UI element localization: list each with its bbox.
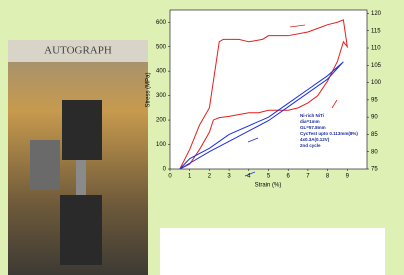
x-tick-label: 8 [326, 174, 330, 180]
x-tick-label: 9 [346, 174, 350, 180]
y2-tick-label: 115 [371, 28, 381, 34]
y2-tick-label: 90 [371, 115, 378, 121]
y2-tick-label: 95 [371, 97, 378, 103]
y2-tick-label: 110 [371, 46, 381, 52]
annotation: 2nd cycle [300, 143, 321, 148]
y2-tick-label: 105 [371, 63, 382, 69]
y-tick-label: 0 [163, 167, 167, 173]
x-tick-label: 4 [247, 174, 251, 180]
annotation: 4x0.3A(0.12V) [300, 137, 330, 142]
x-tick-label: 5 [267, 174, 271, 180]
annotation: GL=57.8mm [300, 125, 326, 130]
y-tick-label: 400 [156, 69, 167, 75]
y-tick-label: 600 [156, 20, 167, 26]
y-axis-label: Stress (MPa) [146, 72, 152, 107]
y2-tick-label: 85 [371, 132, 378, 138]
y-tick-label: 100 [156, 142, 167, 148]
chart: AUTOGRAPH Ni-rich NiTi dia=1mm GL=57.8mm… [0, 0, 404, 275]
y2-tick-label: 75 [371, 167, 378, 173]
y2-tick-label: 80 [371, 149, 378, 155]
photo: AUTOGRAPH [8, 40, 148, 275]
x-tick-label: 2 [208, 174, 212, 180]
y-tick-label: 200 [156, 118, 167, 124]
x-axis-label: Strain (%) [255, 183, 282, 189]
y-tick-label: 500 [156, 44, 167, 50]
y-tick-label: 300 [156, 93, 167, 99]
x-tick-label: 6 [287, 174, 291, 180]
annotation: CycTest upto 0.113mm(8%) [300, 131, 358, 136]
x-tick-label: 0 [168, 174, 172, 180]
annotation: dia=1mm [300, 119, 320, 124]
annotation: Ni-rich NiTi [300, 113, 324, 118]
y2-tick-label: 100 [371, 80, 382, 86]
y2-tick-label: 120 [371, 11, 382, 17]
x-tick-label: 3 [227, 174, 231, 180]
photo-text: AUTOGRAPH [44, 45, 112, 57]
slide: AUTOGRAPH Ni-rich NiTi dia=1mm GL=57.8mm… [0, 0, 404, 275]
x-tick-label: 1 [188, 174, 192, 180]
x-tick-label: 7 [306, 174, 310, 180]
